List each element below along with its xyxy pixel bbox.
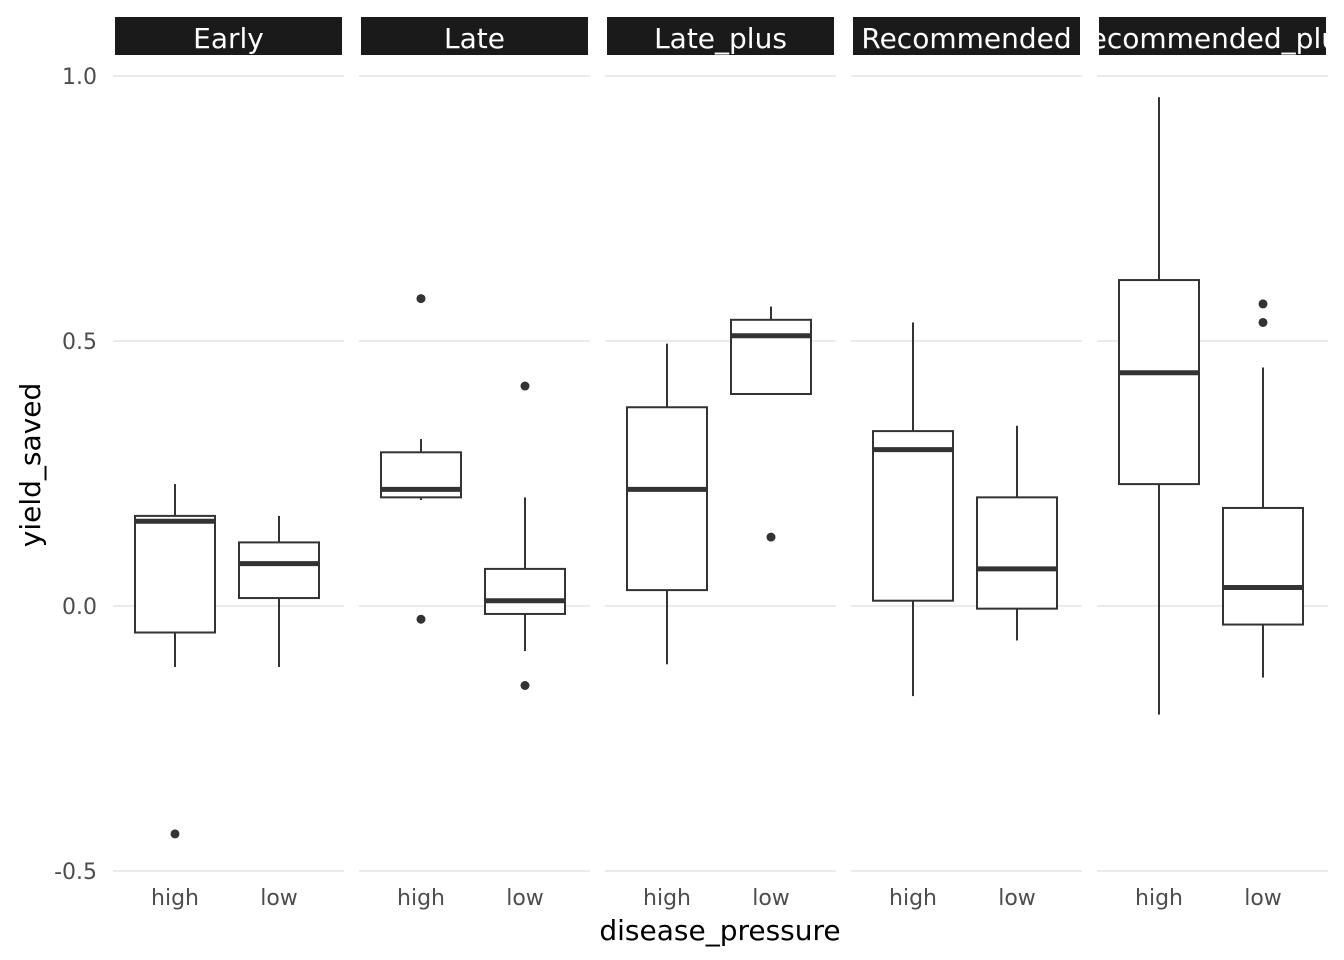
box-iqr	[134, 514, 216, 634]
x-tick-label: high	[889, 886, 937, 911]
facet-strip-label: Late	[444, 22, 505, 55]
box-iqr	[626, 406, 708, 592]
facet-strip-label: Recommended_plus	[1071, 22, 1344, 55]
x-tick-label: high	[151, 886, 199, 911]
x-tick-label: low	[998, 886, 1036, 911]
facet-strip	[853, 17, 1080, 55]
y-tick-label: 0.0	[62, 595, 97, 620]
box-low	[976, 425, 1058, 641]
box-low	[484, 381, 566, 690]
outlier-point	[766, 532, 776, 542]
box-low	[238, 515, 320, 667]
y-axis-ticks: -0.5 0.0 0.5 1.0	[54, 65, 97, 885]
box-iqr	[484, 567, 566, 615]
outlier-point	[416, 294, 426, 304]
outlier-point	[520, 681, 530, 690]
x-axis-title: disease_pressure	[599, 914, 840, 947]
facet-strip-label: Early	[193, 22, 264, 55]
box-iqr	[1118, 279, 1200, 486]
box-high	[626, 343, 708, 665]
box-iqr	[1222, 506, 1304, 626]
box-iqr	[238, 541, 320, 600]
outlier-point	[1258, 317, 1268, 327]
outlier-point	[1258, 299, 1268, 309]
facet-panel: Recommended high low	[851, 17, 1082, 911]
facet-strip	[115, 17, 342, 55]
box-high	[872, 322, 954, 697]
box-low	[730, 306, 812, 542]
box-low	[1222, 299, 1304, 678]
outlier-point	[416, 614, 426, 624]
y-tick-label: -0.5	[54, 860, 97, 885]
y-axis-title: yield_saved	[14, 383, 47, 547]
x-tick-label: high	[1135, 886, 1183, 911]
box-high	[134, 484, 216, 839]
box-high	[380, 294, 462, 624]
facet-strip	[1099, 17, 1326, 55]
box-iqr	[872, 430, 954, 602]
y-tick-label: 0.5	[62, 330, 97, 355]
x-tick-label: low	[506, 886, 544, 911]
box-iqr	[730, 318, 812, 395]
x-tick-label: low	[1244, 886, 1282, 911]
facet-panel: Early high low	[113, 17, 344, 911]
box-high	[1118, 97, 1200, 715]
facet-strip-label: Late_plus	[654, 22, 787, 55]
facet-strip	[607, 17, 834, 55]
facet-strip-label: Recommended	[861, 22, 1071, 55]
x-tick-label: low	[752, 886, 790, 911]
facet-strip	[361, 17, 588, 55]
x-tick-label: high	[397, 886, 445, 911]
x-tick-label: low	[260, 886, 298, 911]
y-tick-label: 1.0	[62, 65, 97, 90]
facet-panel: Late high low	[359, 17, 590, 911]
x-tick-label: high	[643, 886, 691, 911]
outlier-point	[520, 381, 530, 391]
outlier-point	[170, 829, 180, 839]
box-iqr	[976, 496, 1058, 610]
